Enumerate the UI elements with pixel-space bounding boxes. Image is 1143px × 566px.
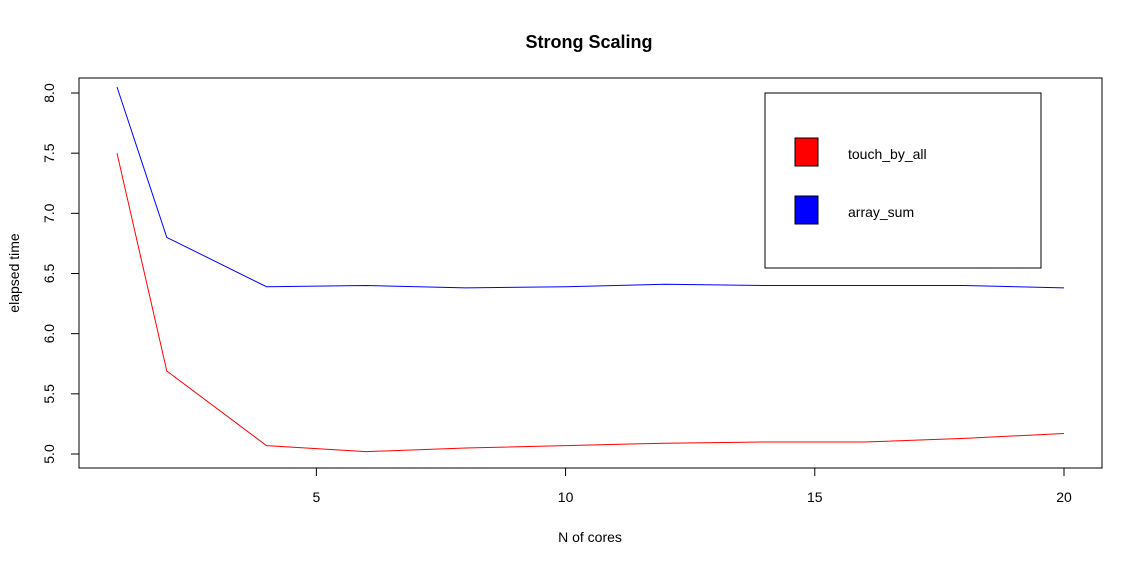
legend-box [764, 92, 1042, 269]
x-axis: 5 10 15 20 [312, 467, 1072, 505]
y-axis-label: elapsed time [6, 233, 22, 313]
y-tick-label: 6.5 [41, 264, 57, 284]
x-axis-label: N of cores [558, 529, 622, 545]
y-tick-label: 8.0 [41, 83, 57, 103]
x-tick-label: 15 [807, 489, 823, 505]
y-tick-label: 5.5 [41, 384, 57, 404]
x-tick-label: 20 [1056, 489, 1072, 505]
y-tick-label: 5.0 [41, 444, 57, 464]
y-axis: 5.0 5.5 6.0 6.5 7.0 7.5 8.0 [41, 83, 80, 464]
chart-title: Strong Scaling [525, 32, 652, 52]
series-layer [116, 86, 1065, 453]
y-tick-label: 7.5 [41, 143, 57, 163]
legend-swatch-array-sum [794, 195, 819, 225]
legend: touch_by_all array_sum [764, 92, 1042, 269]
x-tick-label: 5 [312, 489, 320, 505]
series-line-array-sum [116, 86, 1065, 289]
legend-label-touch-by-all: touch_by_all [848, 146, 927, 162]
y-tick-label: 7.0 [41, 203, 57, 223]
x-tick-label: 10 [558, 489, 574, 505]
series-line-touch-by-all [116, 153, 1065, 453]
legend-label-array-sum: array_sum [848, 204, 914, 220]
legend-swatch-touch-by-all [794, 137, 819, 167]
y-tick-label: 6.0 [41, 324, 57, 344]
